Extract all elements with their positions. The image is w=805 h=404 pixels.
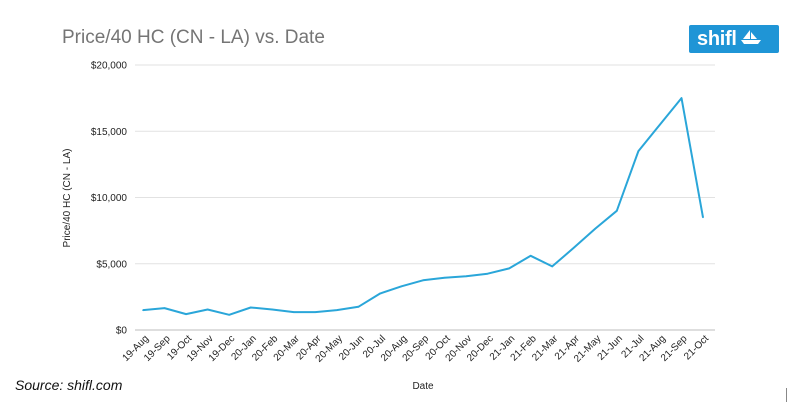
y-tick-label: $15,000 — [91, 127, 128, 138]
data-point — [271, 308, 274, 311]
data-point — [163, 307, 166, 309]
data-point — [357, 306, 360, 308]
data-point — [659, 123, 661, 126]
y-tick-label: $5,000 — [96, 259, 127, 270]
data-point — [616, 209, 618, 212]
data-point — [379, 292, 381, 295]
data-point — [422, 279, 424, 282]
data-point — [594, 227, 597, 230]
data-point — [206, 308, 209, 311]
logo-text: shifl — [697, 28, 737, 50]
y-tick-label: $10,000 — [91, 193, 128, 204]
series-line — [142, 97, 704, 316]
x-axis-label: Date — [412, 381, 434, 392]
y-tick-label: $0 — [116, 326, 128, 337]
ship-icon — [740, 29, 762, 50]
data-point — [551, 265, 554, 268]
y-tick-label: $20,000 — [91, 61, 128, 72]
data-point — [400, 285, 403, 288]
data-point — [185, 313, 187, 315]
edge-divider — [786, 388, 787, 402]
x-tick-label: 21-Oct — [682, 333, 711, 362]
data-point — [637, 150, 640, 152]
data-point — [486, 272, 489, 275]
x-axis-ticks: 19-Aug19-Sep19-Oct19-Nov19-Dec20-Jan20-F… — [121, 333, 712, 365]
data-point — [702, 216, 704, 219]
data-point — [529, 255, 532, 257]
y-axis-ticks: $0 $5,000 $10,000 $15,000 $20,000 — [91, 61, 128, 337]
data-point — [249, 306, 252, 309]
data-point — [228, 313, 230, 316]
data-point — [465, 275, 467, 278]
data-point — [680, 97, 683, 99]
series-layer — [142, 97, 704, 316]
data-point — [336, 309, 338, 311]
source-caption: Source: shifl.com — [15, 377, 123, 393]
data-point — [443, 276, 446, 279]
data-point — [142, 309, 144, 311]
gridlines — [135, 64, 715, 331]
data-point — [292, 311, 295, 313]
y-axis-label: Price/40 HC (CN - LA) — [62, 149, 73, 248]
data-point — [508, 267, 510, 270]
data-point — [314, 311, 317, 313]
data-point — [572, 247, 575, 249]
shifl-logo: shifl — [689, 25, 779, 53]
chart-title: Price/40 HC (CN - LA) vs. Date — [62, 27, 325, 48]
